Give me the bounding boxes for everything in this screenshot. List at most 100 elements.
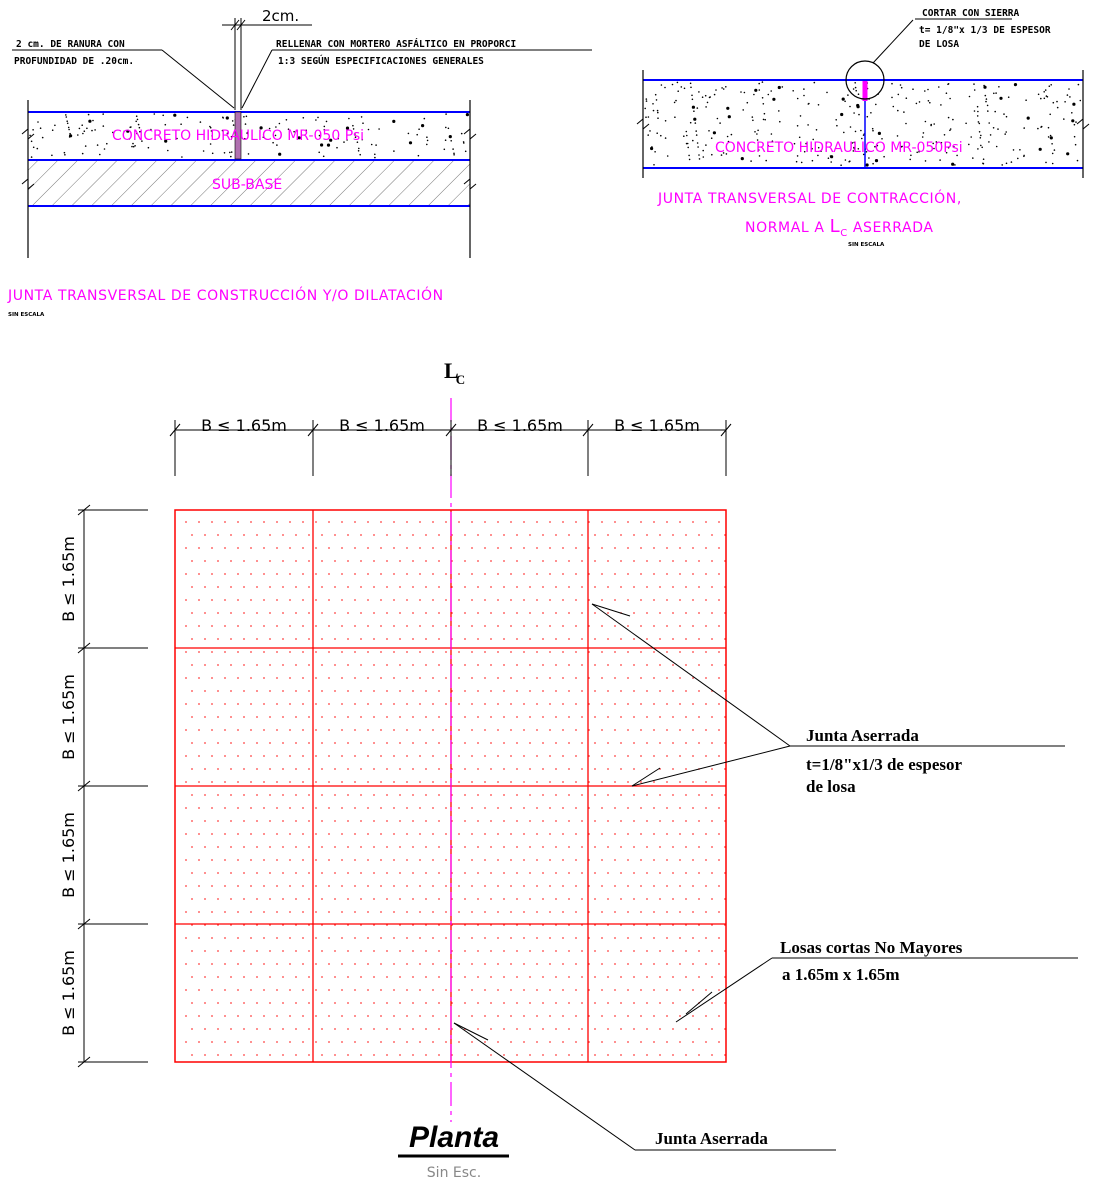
stipple-dot [503, 1054, 505, 1056]
stipple-dot [1053, 149, 1056, 151]
stipple-dot [484, 573, 486, 575]
stipple-dot [276, 703, 278, 705]
stipple-dot [269, 586, 271, 588]
stipple-dot [659, 950, 661, 952]
stipple-dot [406, 1015, 408, 1017]
stipple-dot [653, 1041, 655, 1043]
stipple-dot [1071, 112, 1073, 114]
stipple-dot [718, 573, 720, 575]
stipple-dot [676, 81, 679, 84]
stipple-dot [393, 937, 395, 939]
stipple-dot [640, 781, 642, 783]
stipple-dot [690, 86, 692, 89]
stipple-dot [647, 134, 649, 136]
stipple-dot [256, 898, 258, 900]
dim-tick [230, 19, 240, 31]
stipple-dot [627, 833, 629, 835]
stipple-dot [484, 1015, 486, 1017]
stipple-dot [328, 937, 330, 939]
stipple-dot [425, 716, 427, 718]
stipple-dot [250, 625, 252, 627]
stipple-dot [315, 651, 317, 653]
stipple-dot [679, 859, 681, 861]
stipple-dot [432, 859, 434, 861]
stipple-dot [575, 781, 577, 783]
stipple-dot [185, 885, 187, 887]
stipple-dot [672, 586, 674, 588]
stipple-dot [705, 755, 707, 757]
stipple-dot [503, 534, 505, 536]
callout-leader [675, 957, 773, 1023]
stipple-dot [386, 560, 388, 562]
subbase-label: SUB-BASE [212, 177, 282, 193]
stipple-dot [693, 110, 695, 112]
stipple-dot [250, 963, 252, 965]
stipple-dot [993, 92, 995, 95]
stipple-dot [756, 133, 758, 135]
stipple-dot [315, 859, 317, 861]
stipple-dot [360, 690, 362, 692]
stipple-dot [607, 820, 609, 822]
stipple-dot [575, 1041, 577, 1043]
stipple-dot [282, 768, 284, 770]
stipple-dot [243, 534, 245, 536]
stipple-dot [230, 534, 232, 536]
stipple-dot [438, 716, 440, 718]
stipple-dot [640, 807, 642, 809]
centerline-label: LC [444, 358, 465, 387]
stipple-dot [679, 599, 681, 601]
stipple-dot [386, 534, 388, 536]
stipple-dot [399, 560, 401, 562]
stipple-dot [644, 107, 646, 110]
stipple-dot [568, 820, 570, 822]
stipple-dot [419, 729, 421, 731]
stipple-dot [503, 586, 505, 588]
stipple-dot [341, 755, 343, 757]
stipple-dot [406, 625, 408, 627]
stipple-dot [230, 1002, 232, 1004]
stipple-dot [358, 147, 360, 150]
stipple-dot [594, 664, 596, 666]
stipple-dot [230, 638, 232, 640]
stipple-dot [360, 898, 362, 900]
stipple-dot [445, 573, 447, 575]
stipple-dot [302, 911, 304, 913]
stipple-dot [1076, 159, 1079, 162]
stipple-dot [341, 937, 343, 939]
stipple-dot [594, 950, 596, 952]
stipple-dot [445, 781, 447, 783]
stipple-dot [295, 612, 297, 614]
stipple-dot [374, 153, 376, 156]
stipple-dot [217, 1054, 219, 1056]
stipple-dot [334, 820, 336, 822]
stipple-dot [399, 1054, 401, 1056]
stipple-dot [295, 872, 297, 874]
stipple-dot [191, 1028, 193, 1030]
stipple-dot [380, 885, 382, 887]
stipple-dot [484, 625, 486, 627]
stipple-dot [696, 107, 699, 109]
stipple-dot [510, 729, 512, 731]
stipple-dot [581, 586, 583, 588]
stipple-dot [685, 534, 687, 536]
stipple-dot [185, 677, 187, 679]
stipple-dot [581, 612, 583, 614]
stipple-dot [536, 729, 538, 731]
stipple-dot [399, 950, 401, 952]
stipple-dot [425, 560, 427, 562]
stipple-dot [276, 807, 278, 809]
stipple-dot [295, 976, 297, 978]
stipple-dot [614, 521, 616, 523]
stipple-dot [711, 898, 713, 900]
stipple-dot [425, 768, 427, 770]
stipple-dot [269, 612, 271, 614]
stipple-dot [230, 664, 232, 666]
stipple-dot [334, 1054, 336, 1056]
stipple-dot [315, 807, 317, 809]
stipple-dot [675, 99, 677, 102]
stipple-dot [1040, 126, 1042, 128]
stipple-dot [947, 146, 950, 149]
detail-title: JUNTA TRANSVERSAL DE CONSTRUCCIÓN Y/O DI… [7, 286, 444, 304]
stipple-dot [549, 677, 551, 679]
stipple-dot [705, 729, 707, 731]
